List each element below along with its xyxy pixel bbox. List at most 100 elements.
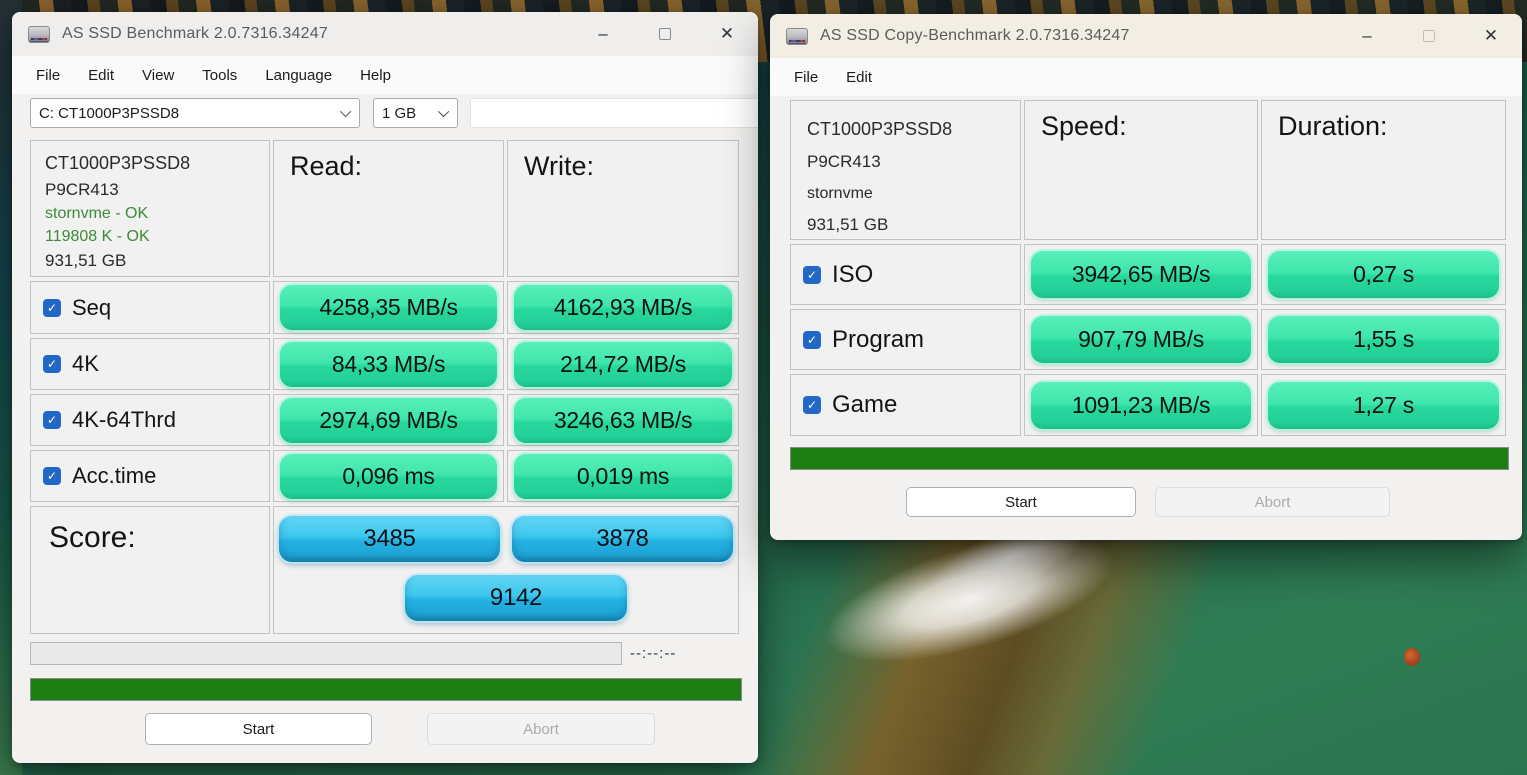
total-score-value: 9142 (405, 575, 627, 621)
drive-info-panel: CT1000P3PSSD8 P9CR413 stornvme - OK 1198… (30, 140, 270, 277)
acctime-write-value: 0,019 ms (514, 453, 732, 499)
abort-button[interactable]: Abort (1155, 487, 1390, 517)
iso-checkbox[interactable]: ✓ (803, 265, 821, 284)
row-label-text: Acc.time (72, 463, 157, 488)
menu-language[interactable]: Language (265, 66, 333, 84)
chevron-down-icon (339, 105, 352, 118)
seq-checkbox[interactable]: ✓ (43, 298, 61, 317)
drive-model: CT1000P3PSSD8 (807, 119, 953, 139)
menubar: File Edit (770, 58, 1522, 96)
result-text-field[interactable] (470, 98, 758, 128)
close-button[interactable]: ✕ (1483, 26, 1499, 45)
score-values-cell: 3485 3878 9142 (273, 506, 739, 634)
read-score-value: 3485 (279, 516, 500, 562)
4k64-read-cell: 2974,69 MB/s (273, 394, 504, 446)
iso-speed-value: 3942,65 MB/s (1031, 251, 1251, 298)
drive-info-panel: CT1000P3PSSD8 P9CR413 stornvme 931,51 GB (790, 100, 1021, 240)
minimize-button[interactable]: – (1362, 26, 1372, 45)
acctime-row-label: ✓ Acc.time (30, 450, 270, 502)
write-column-header: Write: (507, 140, 739, 277)
game-duration-cell: 1,27 s (1261, 374, 1506, 436)
seq-read-cell: 4258,35 MB/s (273, 281, 504, 334)
drive-capacity: 931,51 GB (807, 215, 889, 234)
benchmark-window: AS SSD Benchmark 2.0.7316.34247 – ✕ File… (12, 12, 758, 763)
window-title: AS SSD Benchmark 2.0.7316.34247 (62, 25, 328, 42)
iso-speed-cell: 3942,65 MB/s (1024, 244, 1258, 305)
wallpaper-buoy (1404, 648, 1420, 666)
benchmark-table: CT1000P3PSSD8 P9CR413 stornvme - OK 1198… (30, 140, 742, 634)
test-size-select[interactable]: 1 GB (373, 98, 458, 128)
menu-file[interactable]: File (794, 68, 819, 86)
menu-edit[interactable]: Edit (846, 68, 873, 86)
game-checkbox[interactable]: ✓ (803, 396, 821, 414)
4k-write-cell: 214,72 MB/s (507, 338, 739, 390)
drive-capacity: 931,51 GB (45, 251, 127, 270)
seq-write-cell: 4162,93 MB/s (507, 281, 739, 334)
menubar: File Edit View Tools Language Help (12, 56, 758, 94)
iso-duration-cell: 0,27 s (1261, 244, 1506, 305)
program-duration-cell: 1,55 s (1261, 309, 1506, 370)
drive-alignment-status: 119808 K - OK (45, 228, 150, 245)
score-label: Score: (49, 521, 136, 554)
menu-view[interactable]: View (142, 66, 175, 84)
app-icon (28, 25, 50, 43)
4k-read-value: 84,33 MB/s (280, 341, 497, 387)
row-label-text: Seq (72, 294, 112, 320)
acctime-checkbox[interactable]: ✓ (43, 467, 61, 485)
menu-tools[interactable]: Tools (202, 66, 238, 84)
4k64-checkbox[interactable]: ✓ (43, 411, 61, 429)
drive-firmware: P9CR413 (45, 180, 119, 199)
program-speed-cell: 907,79 MB/s (1024, 309, 1258, 370)
maximize-icon (659, 28, 671, 40)
test-size-value: 1 GB (382, 104, 417, 122)
titlebar[interactable]: AS SSD Benchmark 2.0.7316.34247 – ✕ (12, 12, 758, 56)
game-speed-value: 1091,23 MB/s (1031, 381, 1251, 429)
menu-file[interactable]: File (36, 66, 61, 84)
copy-benchmark-table: CT1000P3PSSD8 P9CR413 stornvme 931,51 GB… (790, 100, 1509, 436)
titlebar[interactable]: AS SSD Copy-Benchmark 2.0.7316.34247 – ✕ (770, 14, 1522, 58)
program-speed-value: 907,79 MB/s (1031, 316, 1251, 363)
start-button[interactable]: Start (145, 713, 372, 745)
acctime-read-value: 0,096 ms (280, 453, 497, 499)
maximize-button[interactable] (1398, 14, 1460, 58)
write-score-value: 3878 (512, 516, 733, 562)
row-label-text: 4K (72, 351, 99, 376)
elapsed-timer: --:--:-- (630, 645, 677, 662)
game-speed-cell: 1091,23 MB/s (1024, 374, 1258, 436)
progress-bar (30, 642, 622, 665)
read-column-header: Read: (273, 140, 504, 277)
drive-firmware: P9CR413 (807, 152, 881, 171)
4k-checkbox[interactable]: ✓ (43, 355, 61, 373)
seq-write-value: 4162,93 MB/s (514, 285, 732, 330)
maximize-button[interactable] (634, 12, 696, 56)
drive-select-value: C: CT1000P3PSSD8 (39, 104, 180, 122)
program-duration-value: 1,55 s (1268, 316, 1499, 363)
4k-row-label: ✓ 4K (30, 338, 270, 390)
abort-button[interactable]: Abort (427, 713, 655, 745)
window-title: AS SSD Copy-Benchmark 2.0.7316.34247 (820, 27, 1130, 44)
game-duration-value: 1,27 s (1268, 381, 1499, 429)
drive-driver: stornvme (807, 185, 873, 202)
speed-column-header: Speed: (1024, 100, 1258, 240)
4k64-read-value: 2974,69 MB/s (280, 397, 497, 443)
app-icon (786, 27, 808, 45)
copy-benchmark-window: AS SSD Copy-Benchmark 2.0.7316.34247 – ✕… (770, 14, 1522, 540)
duration-column-header: Duration: (1261, 100, 1506, 240)
drive-select[interactable]: C: CT1000P3PSSD8 (30, 98, 360, 128)
row-label-text: Game (832, 391, 898, 418)
maximize-icon (1423, 30, 1435, 42)
4k-write-value: 214,72 MB/s (514, 341, 732, 387)
game-row-label: ✓ Game (790, 374, 1021, 436)
seq-read-value: 4258,35 MB/s (280, 285, 497, 330)
drive-driver-status: stornvme - OK (45, 205, 149, 222)
drive-model: CT1000P3PSSD8 (45, 153, 191, 173)
menu-help[interactable]: Help (360, 66, 391, 84)
program-checkbox[interactable]: ✓ (803, 330, 821, 349)
program-row-label: ✓ Program (790, 309, 1021, 370)
4k64-write-value: 3246,63 MB/s (514, 397, 732, 443)
start-button[interactable]: Start (906, 487, 1136, 517)
minimize-button[interactable]: – (598, 24, 608, 43)
acctime-write-cell: 0,019 ms (507, 450, 739, 502)
menu-edit[interactable]: Edit (88, 66, 115, 84)
close-button[interactable]: ✕ (719, 24, 735, 43)
